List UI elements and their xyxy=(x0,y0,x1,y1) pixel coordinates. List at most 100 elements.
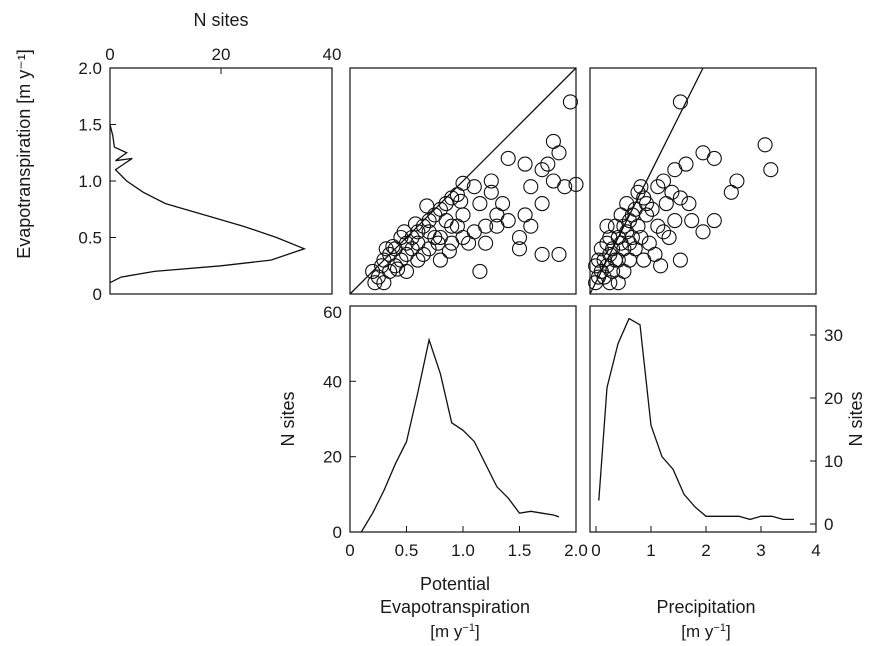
scatter-point xyxy=(763,162,779,178)
scatter-point xyxy=(534,196,550,212)
precip-hist-frame xyxy=(589,305,817,533)
scatter-point xyxy=(568,176,584,192)
scatter-point xyxy=(551,246,567,262)
scatter-point xyxy=(455,207,471,223)
scatter-point xyxy=(472,263,488,279)
pet-hist-y-tick-label: 60 xyxy=(323,303,342,322)
scatter-point xyxy=(681,196,697,212)
scatter-point xyxy=(407,216,424,232)
scatter-point xyxy=(664,184,680,200)
scatter-point xyxy=(398,263,415,279)
scatter-point xyxy=(453,193,469,209)
scatter-point xyxy=(551,145,567,161)
precip-hist-y-axis-label: N sites xyxy=(846,391,866,446)
precip-hist-y-tick-label: 10 xyxy=(824,452,843,471)
et-hist-x-ticks: 0 20 40 xyxy=(105,45,341,74)
scatter-point xyxy=(365,263,381,279)
precip-hist-y-tick-label: 0 xyxy=(824,515,833,534)
scatter-point xyxy=(672,252,688,268)
precip-hist-x-axis-label-line2: [m y−1] xyxy=(681,622,730,641)
scatter-point xyxy=(621,235,638,251)
scatter-point xyxy=(650,179,666,195)
pet-hist-x-tick-label: 2.0 xyxy=(564,541,588,560)
scatter-point xyxy=(655,173,672,189)
et-hist-x-tick-label: 40 xyxy=(323,45,342,64)
scatter-point xyxy=(557,179,573,195)
scatter-point xyxy=(616,241,632,257)
scatter-point xyxy=(602,275,618,291)
scatter-point xyxy=(630,218,646,234)
scatter-point xyxy=(455,175,471,191)
scatter-point xyxy=(619,196,635,212)
et-vs-pet-points xyxy=(365,94,584,291)
scatter-point xyxy=(672,94,688,110)
scatter-point xyxy=(534,246,550,262)
scatter-point xyxy=(706,150,722,166)
et-hist-y-tick-label: 1.5 xyxy=(78,116,102,135)
scatter-point xyxy=(723,184,739,200)
scatter-point xyxy=(500,150,516,166)
pet-hist-x-tick-label: 1.0 xyxy=(451,541,475,560)
scatter-point xyxy=(483,173,499,189)
scatter-point xyxy=(633,179,649,195)
scatter-point xyxy=(621,252,638,268)
scatter-point xyxy=(404,241,420,257)
scatter-point xyxy=(695,145,711,161)
et-vs-precip-one-to-one-line xyxy=(589,67,704,295)
et-hist-x-tick-label: 20 xyxy=(212,45,231,64)
scatter-point xyxy=(430,235,446,251)
pet-hist-y-ticks: 0 20 40 60 xyxy=(323,303,356,542)
scatter-point xyxy=(478,218,494,234)
scatter-point xyxy=(610,275,626,291)
scatter-point xyxy=(415,218,431,234)
scatter-point xyxy=(650,218,666,234)
scatter-point xyxy=(472,196,488,212)
precip-hist-x-tick-label: 0 xyxy=(591,541,600,560)
scatter-point xyxy=(374,258,390,274)
scatter-point xyxy=(667,162,683,178)
scatter-point xyxy=(438,213,454,229)
scatter-point xyxy=(599,218,615,234)
scatter-point xyxy=(757,137,773,153)
precip-hist-x-tick-label: 4 xyxy=(811,541,820,560)
pet-hist-y-tick-label: 0 xyxy=(333,523,342,542)
precip-hist-x-axis-label-line1: Precipitation xyxy=(656,597,755,617)
scatter-point xyxy=(449,218,465,234)
scatter-point xyxy=(593,241,609,257)
scatter-point xyxy=(562,94,578,110)
scatter-point xyxy=(378,241,394,257)
scatter-point xyxy=(661,229,677,246)
scatter-point xyxy=(398,246,415,262)
et-hist-panel: 0 20 40 0 0.5 1.0 1.5 2.0 N sites Evapot… xyxy=(14,10,341,304)
scatter-point xyxy=(636,252,652,268)
scatter-point xyxy=(441,243,457,259)
scatter-point xyxy=(540,156,556,172)
et-hist-x-tick-label: 0 xyxy=(105,45,114,64)
scatter-point xyxy=(523,179,539,195)
scatter-point xyxy=(655,224,672,240)
pet-hist-x-axis-label-line3: [m y−1] xyxy=(430,622,479,641)
scatter-point xyxy=(638,196,655,212)
scatter-point xyxy=(444,235,460,251)
scatter-point xyxy=(489,218,505,234)
et-vs-pet-frame xyxy=(349,67,577,295)
et-vs-pet-panel xyxy=(349,67,584,295)
pet-hist-x-axis-label-line1: Potential xyxy=(420,574,490,594)
et-hist-y-tick-label: 1.0 xyxy=(78,172,102,191)
pet-hist-panel: 0 0.5 1.0 1.5 2.0 0 20 40 60 N sites Pot… xyxy=(278,303,588,641)
et-hist-series-line xyxy=(109,124,307,284)
scatter-point xyxy=(588,258,604,274)
scatter-point xyxy=(667,213,683,229)
scatter-point xyxy=(653,258,669,274)
pet-hist-x-tick-label: 1.5 xyxy=(508,541,532,560)
scatter-point xyxy=(419,198,435,214)
scatter-point xyxy=(438,196,454,212)
pet-hist-y-tick-label: 20 xyxy=(323,448,342,467)
scatter-point xyxy=(483,184,499,200)
scatter-point xyxy=(511,229,528,246)
scatter-point xyxy=(367,275,383,291)
et-hist-y-ticks: 0 0.5 1.0 1.5 2.0 xyxy=(78,59,116,304)
pet-hist-frame xyxy=(349,305,577,533)
scatter-point xyxy=(489,207,505,223)
